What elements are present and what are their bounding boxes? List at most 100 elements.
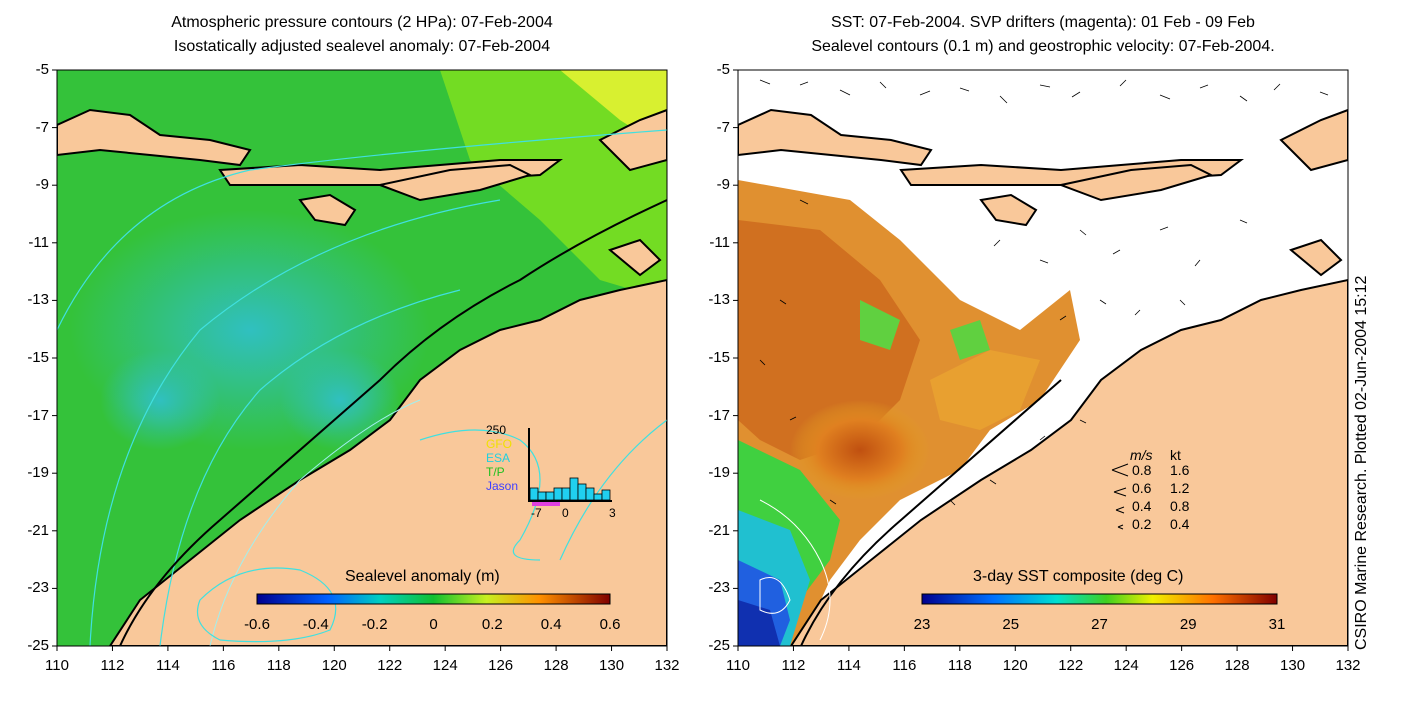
x-tick-label: 122 — [1058, 657, 1084, 674]
satellite-label: ESA — [486, 451, 511, 465]
y-tick-label: -7 — [716, 118, 730, 136]
x-tick-label: 114 — [836, 657, 861, 674]
satellite-label: Jason — [486, 479, 519, 493]
colorbar-tick-label: -0.4 — [302, 616, 329, 633]
x-tick-label: 132 — [654, 657, 680, 674]
y-tick-label: -13 — [708, 291, 730, 309]
left-map — [57, 70, 667, 646]
y-tick-label: -5 — [716, 61, 730, 78]
x-tick-label: 132 — [1335, 657, 1361, 674]
left-colorbar-title: Sealevel anomaly (m) — [345, 568, 500, 585]
inset-bar — [529, 487, 539, 501]
inset-xlabel-zero: 0 — [562, 506, 569, 520]
x-tick-label: 124 — [432, 657, 458, 674]
colorbar-tick-label: 0.4 — [540, 616, 562, 633]
inset-histogram — [528, 428, 612, 506]
colorbar-tick-label: -0.6 — [244, 616, 270, 633]
satellite-label: GFO — [486, 437, 512, 451]
x-tick-label: 124 — [1113, 657, 1139, 674]
colorbar-tick-label: 25 — [1002, 616, 1020, 633]
y-tick-label: -5 — [35, 61, 49, 78]
y-tick-label: -25 — [708, 637, 730, 654]
x-tick-label: 112 — [100, 657, 125, 674]
y-tick-label: -25 — [27, 637, 49, 654]
velocity-legend-header-kt: kt — [1170, 447, 1181, 463]
inset-bar — [553, 487, 563, 501]
x-tick-label: 128 — [1224, 657, 1250, 674]
y-tick-label: -17 — [708, 406, 730, 424]
left-title-line2: Isostatically adjusted sealevel anomaly:… — [173, 38, 551, 55]
inset-bar — [545, 491, 555, 501]
velocity-legend-ms: 0.6 — [1132, 480, 1152, 496]
velocity-legend-kt: 0.8 — [1170, 498, 1190, 514]
x-tick-label: 114 — [155, 657, 180, 674]
colorbar-tick-label: 29 — [1179, 616, 1197, 633]
velocity-legend-kt: 0.4 — [1170, 516, 1190, 532]
right-colorbar — [921, 593, 1278, 605]
inset-bar — [537, 491, 547, 501]
x-tick-label: 120 — [1002, 657, 1028, 674]
velocity-legend-ms: 0.4 — [1132, 498, 1152, 514]
x-tick-label: 122 — [377, 657, 403, 674]
y-tick-label: -13 — [27, 291, 49, 309]
colorbar-tick-label: 0 — [429, 616, 438, 633]
x-tick-label: 126 — [1169, 657, 1195, 674]
inset-bar — [585, 487, 595, 501]
colorbar-tick-label: 0.6 — [599, 616, 621, 633]
y-tick-label: -23 — [708, 579, 730, 597]
inset-ymax-label: 250 — [486, 423, 507, 437]
right-map — [738, 70, 1348, 646]
x-tick-label: 126 — [488, 657, 514, 674]
x-tick-label: 130 — [1280, 657, 1306, 674]
y-tick-label: -11 — [709, 233, 730, 251]
left-title-line1: Atmospheric pressure contours (2 HPa): 0… — [171, 14, 553, 31]
y-tick-label: -23 — [27, 579, 49, 597]
y-tick-label: -21 — [708, 521, 730, 539]
y-tick-label: -9 — [716, 176, 730, 194]
inset-xlabel-min: -7 — [531, 506, 542, 520]
y-tick-label: -11 — [28, 233, 49, 251]
x-tick-label: 128 — [543, 657, 569, 674]
x-tick-label: 118 — [947, 657, 972, 674]
velocity-legend-ms: 0.8 — [1132, 462, 1152, 478]
right-title-line2: Sealevel contours (0.1 m) and geostrophi… — [811, 38, 1275, 55]
x-tick-label: 130 — [599, 657, 625, 674]
x-tick-label: 120 — [321, 657, 347, 674]
inset-bar — [569, 477, 579, 501]
inset-bar — [601, 489, 611, 501]
y-tick-label: -19 — [27, 464, 49, 482]
colorbar-tick-label: 27 — [1091, 616, 1108, 633]
y-tick-label: -9 — [35, 176, 49, 194]
inset-xlabel-max: 3 — [609, 506, 616, 520]
velocity-legend-ms: 0.2 — [1132, 516, 1152, 532]
velocity-legend-kt: 1.2 — [1170, 480, 1190, 496]
colorbar-tick-label: 23 — [913, 616, 931, 633]
colorbar-tick-label: -0.2 — [361, 616, 388, 633]
satellite-label: T/P — [486, 465, 505, 479]
y-tick-label: -17 — [27, 406, 49, 424]
x-tick-label: 116 — [211, 657, 236, 674]
velocity-legend-kt: 1.6 — [1170, 462, 1190, 478]
axis-tick-marks — [52, 69, 1349, 651]
right-colorbar-title: 3-day SST composite (deg C) — [973, 568, 1184, 585]
y-tick-label: -19 — [708, 464, 730, 482]
right-title-line1: SST: 07-Feb-2004. SVP drifters (magenta)… — [831, 14, 1255, 31]
y-tick-label: -7 — [35, 118, 49, 136]
x-tick-label: 110 — [45, 657, 69, 674]
left-colorbar — [256, 593, 611, 605]
velocity-legend-header-ms: m/s — [1130, 447, 1153, 463]
x-tick-label: 118 — [266, 657, 291, 674]
y-tick-label: -21 — [27, 521, 49, 539]
y-tick-label: -15 — [708, 349, 730, 366]
x-tick-label: 112 — [781, 657, 806, 674]
colorbar-tick-label: 31 — [1268, 616, 1286, 633]
colorbar-tick-label: 0.2 — [481, 616, 503, 633]
x-tick-label: 110 — [726, 657, 750, 674]
plot-credit: CSIRO Marine Research. Plotted 02-Jun-20… — [1353, 275, 1370, 650]
inset-bar — [593, 493, 603, 501]
velocity-legend-arrows — [1111, 463, 1129, 530]
inset-bar — [577, 483, 587, 501]
x-tick-label: 116 — [892, 657, 917, 674]
y-tick-label: -15 — [27, 349, 49, 366]
